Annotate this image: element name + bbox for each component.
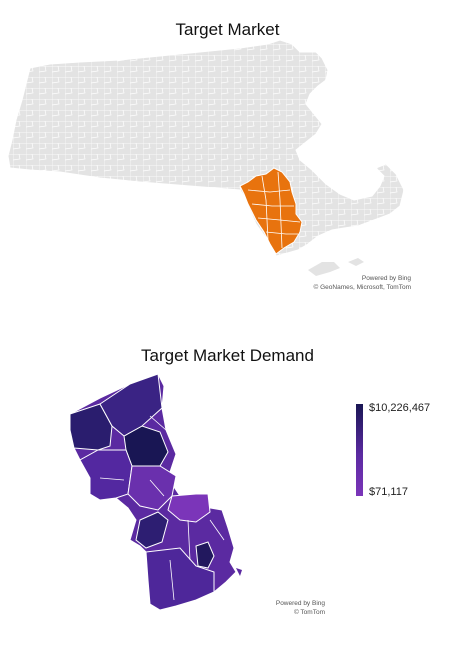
massachusetts-town-map	[7, 39, 405, 276]
legend-max-value: $10,226,467	[369, 402, 431, 414]
map1-credit-bing: Powered by Bing	[361, 275, 411, 282]
region-south	[145, 547, 215, 611]
legend-min-value: $71,117	[369, 486, 408, 498]
target-market-borders	[247, 171, 301, 249]
marthas-vineyard-island	[348, 258, 364, 266]
massachusetts-base-region	[7, 39, 405, 257]
region-light-east	[167, 493, 211, 523]
map-title-target-market: Target Market	[175, 20, 280, 39]
region-dark-south	[135, 511, 169, 549]
region-borders	[99, 407, 225, 601]
region-light-center	[127, 465, 177, 511]
map2-credit-bing: Powered by Bing	[275, 600, 325, 607]
map1-credit: Powered by Bing © GeoNames, Microsoft, T…	[300, 274, 412, 292]
demand-legend-color-scale	[356, 404, 363, 496]
map-title-target-market-demand: Target Market Demand	[141, 346, 314, 365]
region-dark-north	[99, 373, 163, 437]
map2-credit: Powered by Bing © TomTom	[250, 599, 325, 617]
map1-credit-sources: © GeoNames, Microsoft, TomTom	[313, 284, 412, 291]
target-market-region	[239, 167, 303, 255]
map2-credit-sources: © TomTom	[293, 609, 325, 616]
region-dark-southeast	[195, 541, 215, 569]
island-small	[236, 568, 242, 576]
region-mid-west	[79, 449, 133, 501]
nantucket-island	[308, 262, 340, 276]
